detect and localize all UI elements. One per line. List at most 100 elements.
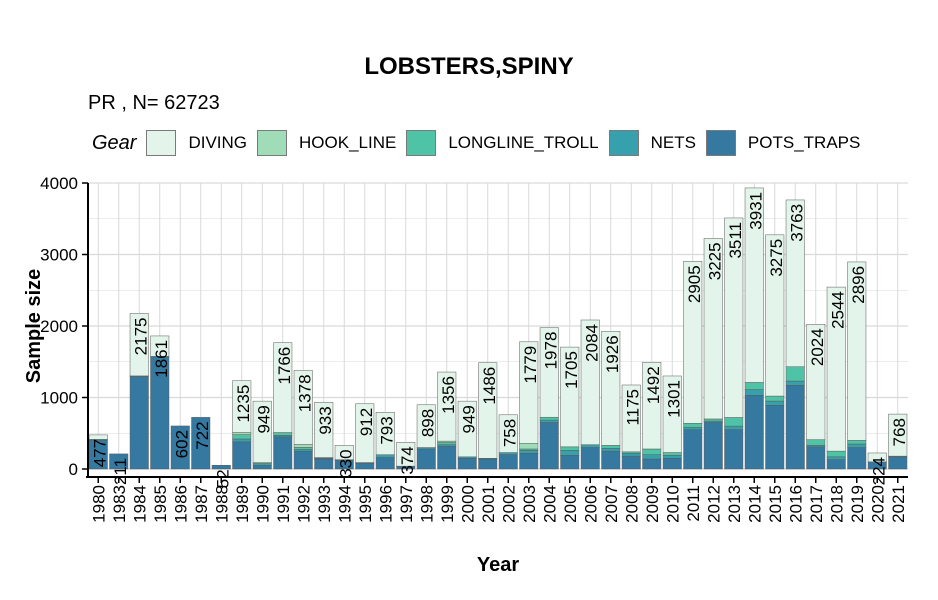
bar-segment-nets (560, 450, 580, 456)
data-label: 1356 (439, 376, 458, 414)
bar-segment-diving (888, 413, 908, 457)
bar-segment-longline-troll (539, 416, 559, 421)
bar-segment-diving (580, 319, 600, 445)
legend-item-pots-traps: POTS_TRAPS (705, 130, 861, 156)
data-label: 1486 (480, 367, 499, 405)
y-tick-label: 0 (69, 460, 78, 479)
bar-segment-longline-troll (662, 452, 682, 456)
bar-segment-pots-traps (457, 458, 477, 470)
x-tick-label: 1996 (376, 485, 395, 523)
data-label: 1301 (664, 380, 683, 418)
bar-segment-pots-traps (662, 458, 682, 470)
data-label: 2024 (808, 328, 827, 366)
data-label: 3225 (705, 242, 724, 280)
data-label: 1175 (623, 389, 642, 426)
bar-segment-longline-troll (826, 450, 846, 458)
data-label: 2084 (582, 324, 601, 362)
data-label: 374 (398, 446, 417, 474)
bar-segment-diving (150, 335, 170, 357)
bar-segment-nets (683, 427, 703, 430)
bar-segment-pots-traps (355, 463, 375, 470)
x-tick-label: 1986 (171, 485, 190, 523)
bar-segment-diving (396, 442, 416, 467)
bar-segment-pots-traps (273, 436, 293, 470)
bar-segment-longline-troll (806, 439, 826, 446)
bar-segment-nets (621, 453, 641, 457)
bar-segment-pots-traps (785, 385, 805, 470)
bar-segment-diving (560, 346, 580, 448)
data-label: 1861 (152, 340, 171, 378)
data-label: 1779 (521, 346, 540, 384)
bar-segment-nets (498, 452, 518, 455)
data-label: 949 (459, 405, 478, 433)
bar-segment-diving (744, 187, 764, 383)
y-tick-label: 3000 (40, 246, 78, 265)
data-label: 211 (111, 458, 130, 485)
x-tick-label: 2008 (622, 485, 641, 523)
bar-segment-pots-traps (601, 450, 621, 470)
x-tick-label: 2013 (725, 485, 744, 523)
bar-segment-longline-troll (744, 382, 764, 390)
bar-segment-pots-traps (765, 405, 785, 470)
data-label: 1926 (603, 335, 622, 373)
bar-segment-diving (539, 327, 559, 418)
x-tick-label: 1989 (233, 485, 252, 523)
x-tick-label: 2000 (458, 485, 477, 523)
x-tick-label: 1987 (192, 485, 211, 523)
x-tick-label: 2009 (643, 485, 662, 523)
x-tick-label: 2006 (581, 485, 600, 523)
data-label: 330 (336, 449, 355, 477)
bar-segment-pots-traps (498, 454, 518, 470)
x-tick-label: 2012 (704, 485, 723, 523)
x-tick-label: 1991 (274, 485, 293, 523)
x-tick-label: 2010 (663, 485, 682, 523)
data-label: 3275 (767, 239, 786, 277)
x-tick-label: 1999 (438, 485, 457, 523)
bar-segment-diving (642, 362, 662, 450)
bar-segment-diving (88, 434, 108, 440)
bar-segment-diving (519, 341, 539, 444)
y-tick-label: 4000 (40, 174, 78, 193)
bar-segment-pots-traps (129, 376, 149, 470)
bar-segment-hook-line (232, 432, 252, 435)
bar-segment-pots-traps (683, 429, 703, 470)
bar-segment-diving (252, 400, 272, 463)
bar-segment-pots-traps (539, 422, 559, 470)
x-tick-label: 1984 (130, 485, 149, 523)
legend-swatch-diving (146, 130, 177, 156)
x-tick-label: 1990 (253, 485, 272, 523)
bar-segment-nets (580, 444, 600, 448)
x-tick-label: 1993 (315, 485, 334, 523)
bar-segment-diving (662, 375, 682, 453)
bar-segment-nets (744, 389, 764, 396)
data-label: 1378 (295, 374, 314, 412)
bar-segment-longline-troll (785, 366, 805, 382)
legend-label-nets: NETS (650, 133, 696, 152)
bar-segment-hook-line (293, 444, 313, 448)
bar-segment-diving (703, 238, 723, 420)
bar-segment-longline-troll (703, 418, 723, 422)
x-tick-label: 1998 (417, 485, 436, 523)
bar-segment-pots-traps (703, 422, 723, 470)
data-label: 477 (90, 439, 109, 467)
bar-segment-pots-traps (416, 448, 436, 470)
bar-segment-diving (293, 370, 313, 445)
legend-label-pots-traps: POTS_TRAPS (747, 133, 861, 152)
x-axis-title: Year (477, 554, 519, 576)
bar-segment-nets (252, 463, 272, 466)
bar-segment-pots-traps (375, 457, 395, 470)
data-label: 949 (254, 405, 273, 433)
bar-segment-hook-line (519, 443, 539, 450)
x-tick-label: 2002 (499, 485, 518, 523)
legend-swatch-pots-traps (705, 130, 736, 156)
data-label: 722 (193, 421, 212, 449)
bar-segment-diving (724, 217, 744, 418)
data-label: 898 (418, 409, 437, 437)
bar-segment-diving (478, 362, 498, 459)
x-tick-label: 1983 (110, 485, 129, 523)
x-tick-label: 2019 (848, 485, 867, 523)
legend-swatch-longline-troll (406, 130, 437, 156)
bar-segment-diving (621, 384, 641, 453)
data-label: 768 (890, 418, 909, 446)
x-tick-label: 2007 (602, 485, 621, 523)
